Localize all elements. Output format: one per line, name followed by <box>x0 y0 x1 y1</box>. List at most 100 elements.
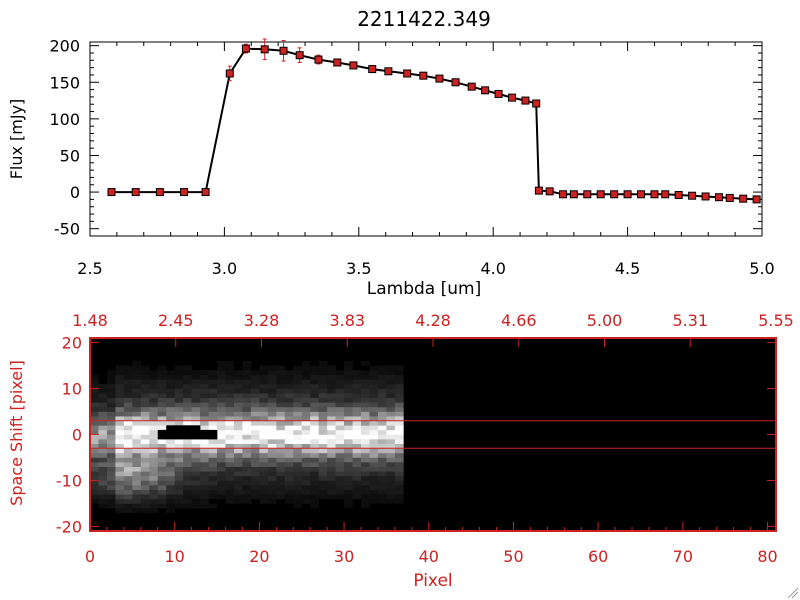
heatmap-cell <box>386 452 396 458</box>
heatmap-cell <box>132 416 142 422</box>
heatmap-cell <box>98 475 108 481</box>
heatmap-cell <box>284 439 294 444</box>
heatmap-cell <box>327 370 336 376</box>
heatmap-cell <box>191 406 201 412</box>
heatmap-cell <box>386 425 396 431</box>
heatmap-cell <box>394 485 404 490</box>
heatmap-cell <box>377 475 387 481</box>
heatmap-cell <box>157 388 167 394</box>
heatmap-cell <box>259 494 269 500</box>
heatmap-cell <box>140 489 150 495</box>
heatmap-cell <box>301 365 311 371</box>
heatmap-cell <box>386 494 396 500</box>
heatmap-cell <box>132 379 142 385</box>
heatmap-cell <box>310 439 319 444</box>
heatmap-cell <box>208 420 218 426</box>
heatmap-cell <box>276 466 286 472</box>
heatmap-cell <box>174 448 184 454</box>
heatmap-cell <box>250 383 260 389</box>
image-y-tick-label: 0 <box>72 426 82 445</box>
heatmap-cell <box>284 471 294 477</box>
heatmap-cell <box>132 360 142 366</box>
heatmap-cell <box>217 360 226 366</box>
heatmap-cell <box>242 462 252 467</box>
heatmap-cell <box>327 411 336 417</box>
heatmap-cell <box>225 439 235 444</box>
heatmap-cell <box>140 471 150 477</box>
heatmap-cell <box>369 374 379 380</box>
heatmap-cell <box>318 379 328 385</box>
spectrum-data-point <box>752 195 761 204</box>
heatmap-cell <box>242 397 252 403</box>
heatmap-cell <box>310 411 319 417</box>
spectrum-data-point <box>650 190 659 199</box>
heatmap-cell <box>233 452 243 458</box>
heatmap-cell <box>123 471 133 477</box>
heatmap-cell <box>369 466 379 472</box>
resize-grip-icon[interactable] <box>787 587 799 599</box>
heatmap-cell <box>369 457 379 463</box>
heatmap-cell <box>377 370 387 376</box>
heatmap-cell <box>106 503 116 509</box>
heatmap-cell <box>361 498 370 504</box>
heatmap-cell <box>327 457 336 463</box>
heatmap-cell <box>242 411 252 417</box>
heatmap-cell <box>183 370 192 376</box>
heatmap-cell <box>115 498 125 504</box>
image-x-tick-label: 30 <box>334 547 354 566</box>
spectrum-plot-frame <box>89 41 763 237</box>
heatmap-cell <box>183 374 192 380</box>
heatmap-cell <box>250 475 260 481</box>
heatmap-cell <box>352 443 362 449</box>
heatmap-cell <box>157 402 167 408</box>
heatmap-cell <box>352 485 362 490</box>
heatmap-cell <box>106 494 116 500</box>
heatmap-cell <box>140 457 150 463</box>
spectrum-data-point <box>674 191 683 200</box>
heatmap-cell <box>318 457 328 463</box>
heatmap-cell <box>166 466 175 472</box>
heatmap-cell <box>301 420 311 426</box>
heatmap-cell <box>98 434 108 440</box>
heatmap-cell <box>242 429 252 435</box>
heatmap-cell <box>361 416 370 422</box>
heatmap-cell <box>115 485 125 490</box>
heatmap-cell <box>386 498 396 504</box>
heatmap-cell <box>361 471 370 477</box>
heatmap-cell <box>225 383 235 389</box>
heatmap-cell <box>361 379 370 385</box>
heatmap-cell <box>90 480 99 486</box>
spectrum-data-point <box>714 193 723 202</box>
heatmap-cell <box>327 434 336 440</box>
heatmap-cell <box>344 503 353 509</box>
heatmap-cell <box>149 397 159 403</box>
heatmap-cell <box>183 416 192 422</box>
heatmap-cell <box>106 457 116 463</box>
heatmap-cell <box>361 360 370 366</box>
heatmap-cell <box>394 452 404 458</box>
heatmap-cell <box>344 425 353 431</box>
heatmap-cell <box>310 480 319 486</box>
heatmap-cell <box>394 406 404 412</box>
heatmap-cell <box>293 443 303 449</box>
heatmap-cell <box>259 471 269 477</box>
spectrum-title: 2211422.349 <box>357 7 491 31</box>
heatmap-cell <box>157 448 167 454</box>
heatmap-cell <box>335 434 345 440</box>
heatmap-cell <box>115 508 125 513</box>
heatmap-cell <box>369 498 379 504</box>
heatmap-cell <box>149 402 159 408</box>
heatmap-cell <box>157 457 167 463</box>
heatmap-cell <box>208 388 218 394</box>
heatmap-cell <box>386 485 396 490</box>
heatmap-cell <box>225 397 235 403</box>
heatmap-cell <box>327 416 336 422</box>
heatmap-cell <box>233 388 243 394</box>
heatmap-cell <box>310 466 319 472</box>
spectrum-points <box>107 44 761 204</box>
heatmap-cell <box>259 406 269 412</box>
heatmap-cell <box>284 485 294 490</box>
heatmap-cell <box>284 452 294 458</box>
heatmap-cell <box>377 425 387 431</box>
heatmap-cell <box>208 370 218 376</box>
